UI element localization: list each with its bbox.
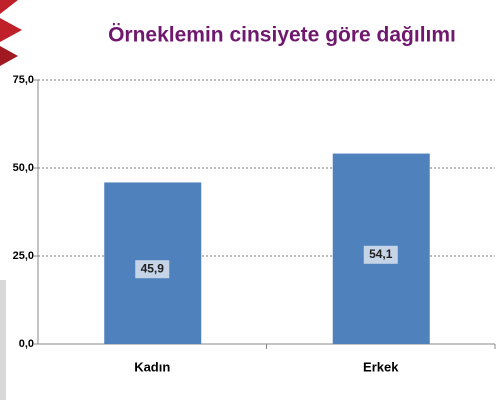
- x-tick-label: Kadın: [134, 359, 170, 374]
- y-tick-label: 75,0: [13, 74, 34, 86]
- value-label-bg: [135, 260, 170, 279]
- y-tick-label: 50,0: [13, 162, 34, 174]
- x-tick-label: Erkek: [363, 359, 399, 374]
- chart-title: Örneklemin cinsiyete göre dağılımı: [108, 24, 456, 47]
- value-label-bg: [363, 245, 398, 264]
- y-tick-label: 25,0: [13, 250, 34, 262]
- value-label: 54,1: [369, 247, 393, 261]
- decoration: [0, 0, 22, 400]
- value-label: 45,9: [141, 261, 165, 275]
- y-tick-label: 0,0: [19, 338, 34, 350]
